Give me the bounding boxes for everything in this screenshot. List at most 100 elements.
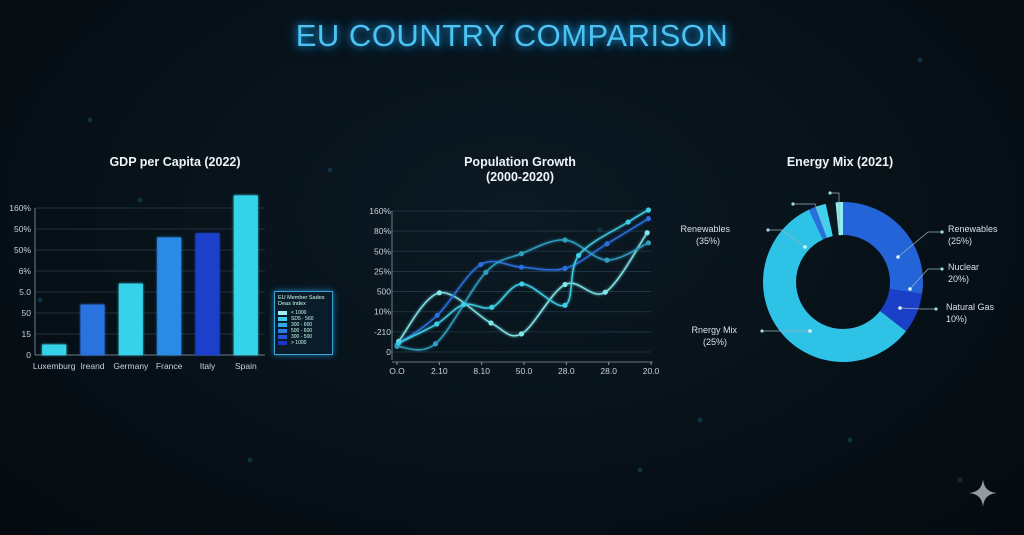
donut-slice-4: [815, 203, 833, 238]
bar-germany: [118, 283, 143, 355]
donut-label-pct: (35%): [696, 236, 720, 246]
line-title: Population Growth: [464, 155, 576, 169]
donut-leader-line: [909, 268, 942, 290]
line-x-tick: 20.0: [643, 366, 660, 376]
leader-dot: [940, 230, 944, 234]
line-y-tick: 25%: [374, 266, 391, 276]
bg-particle: [847, 437, 853, 443]
line-point: [645, 207, 652, 213]
line-point: [519, 281, 525, 287]
donut-leader-line: [899, 307, 936, 310]
bar-y-tick: 50%: [14, 245, 31, 255]
line-y-tick: 160%: [369, 206, 391, 216]
line-y-tick: 50%: [374, 246, 391, 256]
legend-swatch: [278, 341, 287, 345]
leader-dot: [908, 287, 912, 291]
line-point: [518, 264, 525, 270]
line-chart-title: Population Growth (2000-2020): [410, 155, 630, 185]
line-point: [562, 237, 568, 243]
leader-dot: [808, 329, 812, 333]
line-point: [488, 320, 494, 326]
line-point: [644, 230, 650, 236]
bar-x-tick: France: [156, 361, 183, 371]
line-x-tick: 50.0: [516, 366, 533, 376]
legend-label: > 1000: [291, 340, 307, 346]
line-x-tick: 2.10: [431, 366, 448, 376]
bar-ireand: [80, 304, 105, 355]
line-point: [645, 240, 652, 246]
legend-swatch: [278, 317, 287, 321]
donut-leader-line: [768, 229, 806, 248]
donut-label-pct: 20%): [948, 274, 969, 284]
legend-item: SD5 · 560: [278, 316, 329, 322]
donut-slice-1: [880, 289, 923, 332]
line-point: [602, 289, 608, 295]
legend-swatch: [278, 323, 287, 327]
line-point: [460, 302, 467, 308]
leader-dot: [898, 306, 902, 310]
donut-label-pct: (25%): [948, 236, 972, 246]
donut-label-name: Natural Gas: [946, 302, 995, 312]
legend-label: SD5 · 560: [291, 316, 314, 322]
bar-chart-title: GDP per Capita (2022): [109, 155, 241, 169]
line-point: [562, 281, 568, 288]
line-y-tick: 10%: [374, 307, 391, 317]
donut-slice-5: [825, 202, 839, 237]
line-point: [604, 257, 610, 263]
bar-france: [157, 237, 182, 355]
line-point: [434, 312, 440, 318]
donut-leader-line: [793, 203, 827, 230]
legend-swatch: [278, 311, 287, 315]
bar-y-tick: 15: [22, 329, 32, 339]
bar-x-tick: Italy: [200, 361, 216, 371]
line-point: [396, 340, 402, 346]
line-y-tick: 0: [386, 347, 391, 357]
leader-dot: [896, 255, 900, 259]
line-point: [518, 251, 525, 257]
donut-slice-0: [843, 202, 923, 294]
legend-item: > 1000: [278, 340, 329, 346]
bg-particle: [917, 57, 923, 63]
legend-item: < 1000: [278, 310, 329, 316]
donut-chart-title: Energy Mix (2021): [786, 155, 894, 169]
legend-swatch: [278, 335, 287, 339]
bar-y-tick: 0: [26, 350, 31, 360]
donut-leader-line: [830, 192, 840, 233]
bar-luxemburg: [42, 344, 67, 355]
line-point: [489, 304, 495, 310]
leader-dot: [828, 191, 832, 195]
donut-slice-3: [808, 206, 827, 240]
line-point: [576, 252, 582, 259]
legend-item: 300 - 600: [278, 322, 329, 328]
line-point: [434, 321, 440, 327]
bg-particle: [697, 417, 703, 423]
line-point: [562, 265, 568, 272]
line-point: [625, 219, 631, 225]
legend-title: EU Member Sades Deas Index: [278, 295, 325, 307]
donut-label-name: Renewables: [680, 224, 730, 234]
line-point: [645, 216, 652, 222]
donut-label-pct: (25%): [703, 337, 727, 347]
line-point: [432, 341, 439, 347]
bar-spain: [233, 195, 258, 355]
line-x-tick: 28.0: [600, 366, 617, 376]
bg-particle: [137, 197, 143, 203]
bar-italy: [195, 233, 220, 355]
legend-label: < 1000: [291, 310, 307, 316]
bar-x-tick: Luxemburg: [33, 361, 76, 371]
line-point: [483, 269, 489, 275]
donut-label-name: Nuclear: [948, 262, 979, 272]
bar-y-tick: 160%: [9, 203, 31, 213]
bg-particle: [957, 477, 963, 483]
legend-label: 300 - 600: [291, 322, 313, 328]
leader-dot: [803, 245, 807, 249]
legend-swatch: [278, 329, 287, 333]
bar-x-tick: Germany: [113, 361, 149, 371]
leader-dot: [934, 307, 938, 311]
legend-item: 300 - 500: [278, 334, 329, 340]
leader-dot: [760, 329, 764, 333]
bar-y-tick: 5.0: [19, 287, 31, 297]
donut-slice-2: [762, 209, 907, 363]
line-point: [518, 331, 525, 337]
